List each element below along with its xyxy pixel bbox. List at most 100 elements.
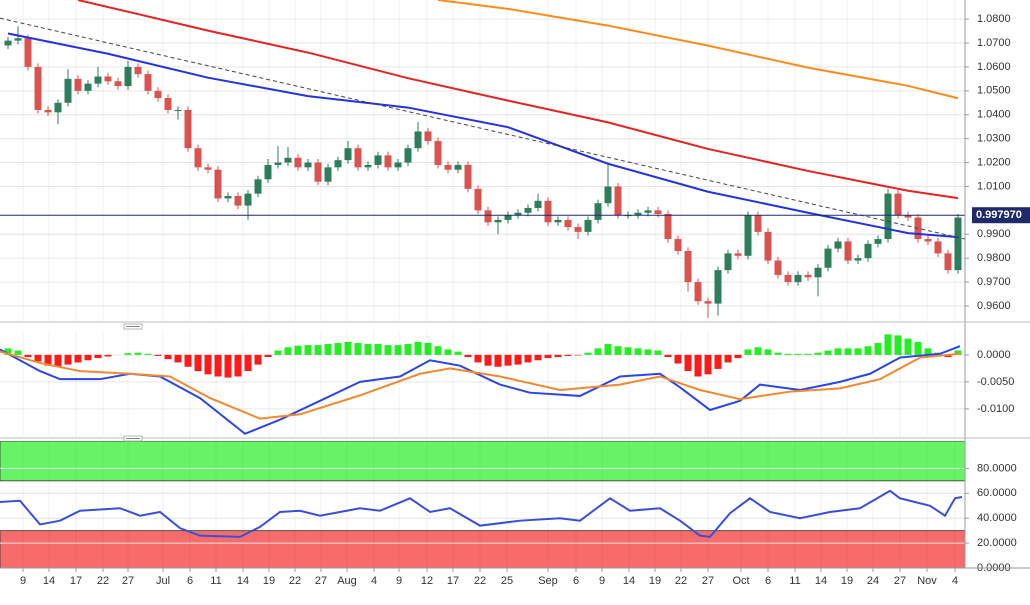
indicator-line <box>437 0 959 100</box>
histogram-bar <box>914 341 922 355</box>
histogram-bar <box>604 344 612 355</box>
candle-body <box>364 164 372 168</box>
histogram-bar <box>244 354 252 372</box>
histogram-bar <box>364 344 372 355</box>
histogram-bar <box>814 352 822 355</box>
histogram-bar <box>194 354 202 372</box>
histogram-bar <box>664 354 672 358</box>
indicator-line <box>0 489 963 538</box>
candle-body <box>464 164 472 189</box>
histogram-bar <box>374 344 382 355</box>
indicator-line <box>7 32 959 239</box>
band <box>0 530 965 568</box>
histogram-bar <box>134 352 142 355</box>
candle-body <box>604 186 612 204</box>
candle-body <box>454 164 462 170</box>
candle-body <box>114 81 122 87</box>
candle-body <box>474 188 482 211</box>
histogram-bar <box>474 354 482 363</box>
candle-body <box>234 196 242 206</box>
histogram-bar <box>554 354 562 358</box>
x-tick-label: 11 <box>210 575 221 587</box>
candle-body <box>434 141 442 165</box>
candle-body <box>304 162 312 168</box>
histogram-bar <box>74 354 82 363</box>
histogram-bar <box>534 354 542 361</box>
x-tick-label: 19 <box>649 575 661 587</box>
histogram-bar <box>754 347 762 355</box>
histogram-bar <box>334 342 342 355</box>
histogram-bar <box>504 354 512 366</box>
histogram-bar <box>894 335 902 355</box>
histogram-bar <box>714 354 722 369</box>
histogram-bar <box>214 354 222 377</box>
candle-body <box>504 215 512 220</box>
candle-body <box>514 212 522 216</box>
x-tick-label: Aug <box>337 575 357 587</box>
x-tick-label: 27 <box>315 575 327 587</box>
histogram-bar <box>804 353 812 355</box>
y-tick-label: 0.9700 <box>977 276 1011 288</box>
histogram-bar <box>414 341 422 355</box>
candle-body <box>784 274 792 283</box>
band <box>0 441 965 482</box>
histogram-bar <box>404 344 412 355</box>
candle-body <box>744 215 752 256</box>
candle-body <box>564 219 572 228</box>
candle-body <box>444 164 452 170</box>
histogram-bar <box>64 354 72 365</box>
candle-body <box>584 219 592 232</box>
histogram-bar <box>844 348 852 355</box>
candle-body <box>614 186 622 216</box>
histogram-bar <box>144 353 152 355</box>
histogram-bar <box>644 349 652 355</box>
last-price-box <box>972 207 1030 224</box>
y-tick-label: 1.0400 <box>977 109 1011 121</box>
y-tick-label: 1.0300 <box>977 133 1011 145</box>
histogram-bar <box>734 354 742 359</box>
x-tick-label: Sep <box>538 575 558 587</box>
x-tick-label: Oct <box>732 575 749 587</box>
x-tick-label: 17 <box>70 575 82 587</box>
candle-body <box>224 196 232 199</box>
histogram-bar <box>884 334 892 355</box>
x-tick-label: 14 <box>623 575 635 587</box>
candle-body <box>274 162 282 165</box>
candle-body <box>34 66 42 110</box>
candle-body <box>794 274 802 283</box>
histogram-bar <box>944 354 952 358</box>
indicator-line <box>77 0 959 200</box>
histogram-bar <box>254 354 262 365</box>
panel <box>0 0 965 318</box>
x-tick-label: 14 <box>815 575 827 587</box>
candle-body <box>494 219 502 223</box>
histogram-bar <box>204 354 212 375</box>
y-tick-label: 40.0000 <box>977 512 1017 524</box>
histogram-bar <box>164 354 172 360</box>
histogram-bar <box>654 350 662 355</box>
candle-body <box>384 155 392 168</box>
candle-body <box>374 155 382 165</box>
candle-body <box>884 193 892 240</box>
resize-handle[interactable] <box>123 323 143 330</box>
resize-handle[interactable] <box>123 435 143 442</box>
candle-body <box>154 90 162 99</box>
x-tick-label: 6 <box>765 575 771 587</box>
candle-body <box>404 148 412 163</box>
candle-body <box>694 282 702 302</box>
histogram-bar <box>294 345 302 355</box>
histogram-bar <box>174 354 182 363</box>
candle-body <box>124 66 132 87</box>
candle-body <box>284 157 292 163</box>
candle-body <box>394 162 402 168</box>
x-tick-label: 9 <box>20 575 26 587</box>
histogram-bar <box>544 354 552 359</box>
x-tick-label: 14 <box>237 575 249 587</box>
candle-body <box>264 164 272 180</box>
x-tick-label: 19 <box>263 575 275 587</box>
histogram-bar <box>224 354 232 378</box>
candle-body <box>684 251 692 283</box>
candle-body <box>94 76 102 84</box>
candle-body <box>4 40 12 46</box>
